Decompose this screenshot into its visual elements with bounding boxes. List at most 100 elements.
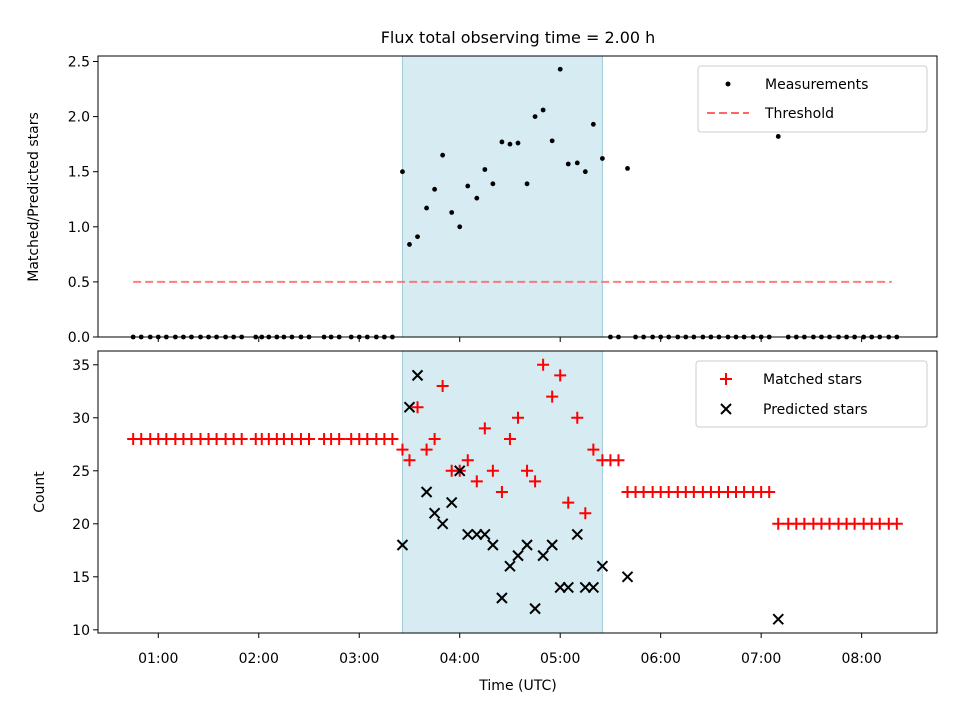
- xtick-label: 03:00: [339, 651, 379, 667]
- matched-star-point: [521, 464, 534, 477]
- measurement-point: [540, 107, 546, 113]
- matched-star-point: [470, 475, 483, 488]
- measurement-point: [590, 121, 596, 127]
- x-axis-label: Time (UTC): [478, 678, 556, 694]
- matched-star-point: [428, 432, 441, 445]
- matched-star-point: [512, 411, 525, 424]
- legend-threshold-label: Threshold: [764, 106, 834, 122]
- legend-measurements-marker: [725, 81, 731, 87]
- measurement-point: [625, 166, 630, 171]
- measurement-point: [565, 161, 571, 167]
- matched-star-point: [420, 443, 433, 456]
- measurement-point: [474, 195, 480, 201]
- predicted-star-point: [772, 613, 784, 625]
- predicted-star-point: [411, 369, 424, 382]
- predicted-star-point: [436, 518, 449, 530]
- x-ticks-top: [157, 337, 863, 342]
- xtick-label: 02:00: [239, 651, 279, 667]
- y-axis-top: 0.0 0.5 1.0 1.5 2.0 2.5: [68, 55, 98, 346]
- xtick-label: 08:00: [841, 651, 881, 667]
- x-axis-bottom: 01:00 02:00 03:00 04:00 05:00 06:00 07:00 08:00: [138, 633, 882, 667]
- top-ytick-label: 2.0: [68, 110, 90, 126]
- matched-star-point: [486, 464, 499, 477]
- predicted-star-point: [521, 539, 533, 551]
- matched-star-point: [890, 517, 903, 530]
- predicted-star-point: [479, 528, 491, 541]
- top-ytick-label: 1.5: [68, 165, 90, 181]
- predicted-star-point: [445, 496, 458, 509]
- bottom-ytick-label: 10: [72, 623, 90, 639]
- top-ytick-label: 0.0: [68, 330, 90, 346]
- legend-box-top: [697, 65, 928, 133]
- axes-frame-bottom: [97, 350, 938, 634]
- xtick-label: 01:00: [138, 651, 178, 667]
- measurement-point: [449, 210, 455, 215]
- measurement-point: [490, 181, 496, 187]
- legend-predicted-marker: [720, 403, 732, 415]
- predicted-star-point: [587, 581, 600, 594]
- bottom-ytick-label: 20: [72, 517, 90, 533]
- xtick-label: 07:00: [741, 651, 781, 667]
- legend-matched-marker: [720, 373, 732, 385]
- predicted-star-point: [621, 571, 634, 583]
- predicted-star-point: [487, 539, 499, 551]
- predicted-star-point: [546, 539, 558, 551]
- measurement-point: [440, 152, 446, 158]
- legend-predicted-label: Predicted stars: [763, 402, 868, 418]
- panel-counts: 10 15 20 25 30 35 01:00 02:00 03:00 04:00 05:00 06…: [32, 350, 938, 694]
- measurement-point: [415, 234, 420, 240]
- matched-star-point: [495, 486, 508, 498]
- matched-star-point: [612, 454, 625, 467]
- measurement-point: [515, 140, 521, 146]
- matched-star-point: [436, 379, 449, 392]
- top-ytick-label: 2.5: [68, 55, 90, 71]
- measurement-point: [582, 169, 588, 175]
- measurement-point: [400, 169, 405, 175]
- matched-star-points: [127, 358, 903, 530]
- legend-matched-label: Matched stars: [763, 372, 862, 388]
- measurement-point: [457, 224, 463, 230]
- measurement-point: [507, 141, 513, 147]
- predicted-star-point: [537, 549, 549, 562]
- measurement-point: [432, 186, 438, 192]
- bottom-ytick-label: 15: [72, 570, 90, 586]
- measurement-point: [524, 181, 530, 187]
- predicted-star-point: [496, 592, 508, 604]
- matched-star-point: [562, 496, 575, 509]
- matched-star-point: [396, 443, 409, 456]
- predicted-star-point: [403, 401, 416, 413]
- top-ytick-label: 1.0: [68, 220, 90, 236]
- bottom-ytick-label: 30: [72, 411, 90, 427]
- predicted-star-point: [420, 486, 433, 498]
- y-axis-label-bottom: Count: [32, 471, 48, 513]
- matched-star-point: [571, 411, 584, 424]
- matched-star-point: [546, 390, 559, 403]
- xtick-label: 05:00: [540, 651, 580, 667]
- matched-star-point: [235, 432, 248, 445]
- measurement-point: [549, 138, 555, 144]
- measurement-point: [424, 205, 429, 211]
- axes-frame-top: [97, 55, 938, 338]
- panel-ratio: 0.0 0.5 1.0 1.5 2.0 2.5 Flux total observing …: [26, 28, 938, 346]
- measurement-point: [574, 160, 580, 166]
- measurement-point: [600, 156, 605, 161]
- matched-star-point: [403, 454, 416, 467]
- matched-star-point: [772, 517, 785, 530]
- xtick-label: 04:00: [440, 651, 480, 667]
- measurement-point: [465, 183, 471, 189]
- predicted-star-point: [596, 560, 609, 572]
- predicted-star-points: [396, 369, 784, 625]
- matched-star-point: [554, 369, 567, 382]
- measurement-point: [499, 139, 505, 145]
- measurement-point: [775, 134, 781, 139]
- legend-bottom: Matched stars Predicted stars: [695, 360, 928, 428]
- bottom-ytick-label: 25: [72, 464, 90, 480]
- matched-star-point: [587, 443, 600, 456]
- predicted-star-point: [396, 539, 409, 551]
- xtick-label: 06:00: [641, 651, 681, 667]
- measurement-point: [482, 167, 488, 172]
- highlight-span-top: [401, 55, 603, 338]
- predicted-star-point: [504, 560, 516, 572]
- legend-top: Measurements Threshold: [697, 65, 928, 133]
